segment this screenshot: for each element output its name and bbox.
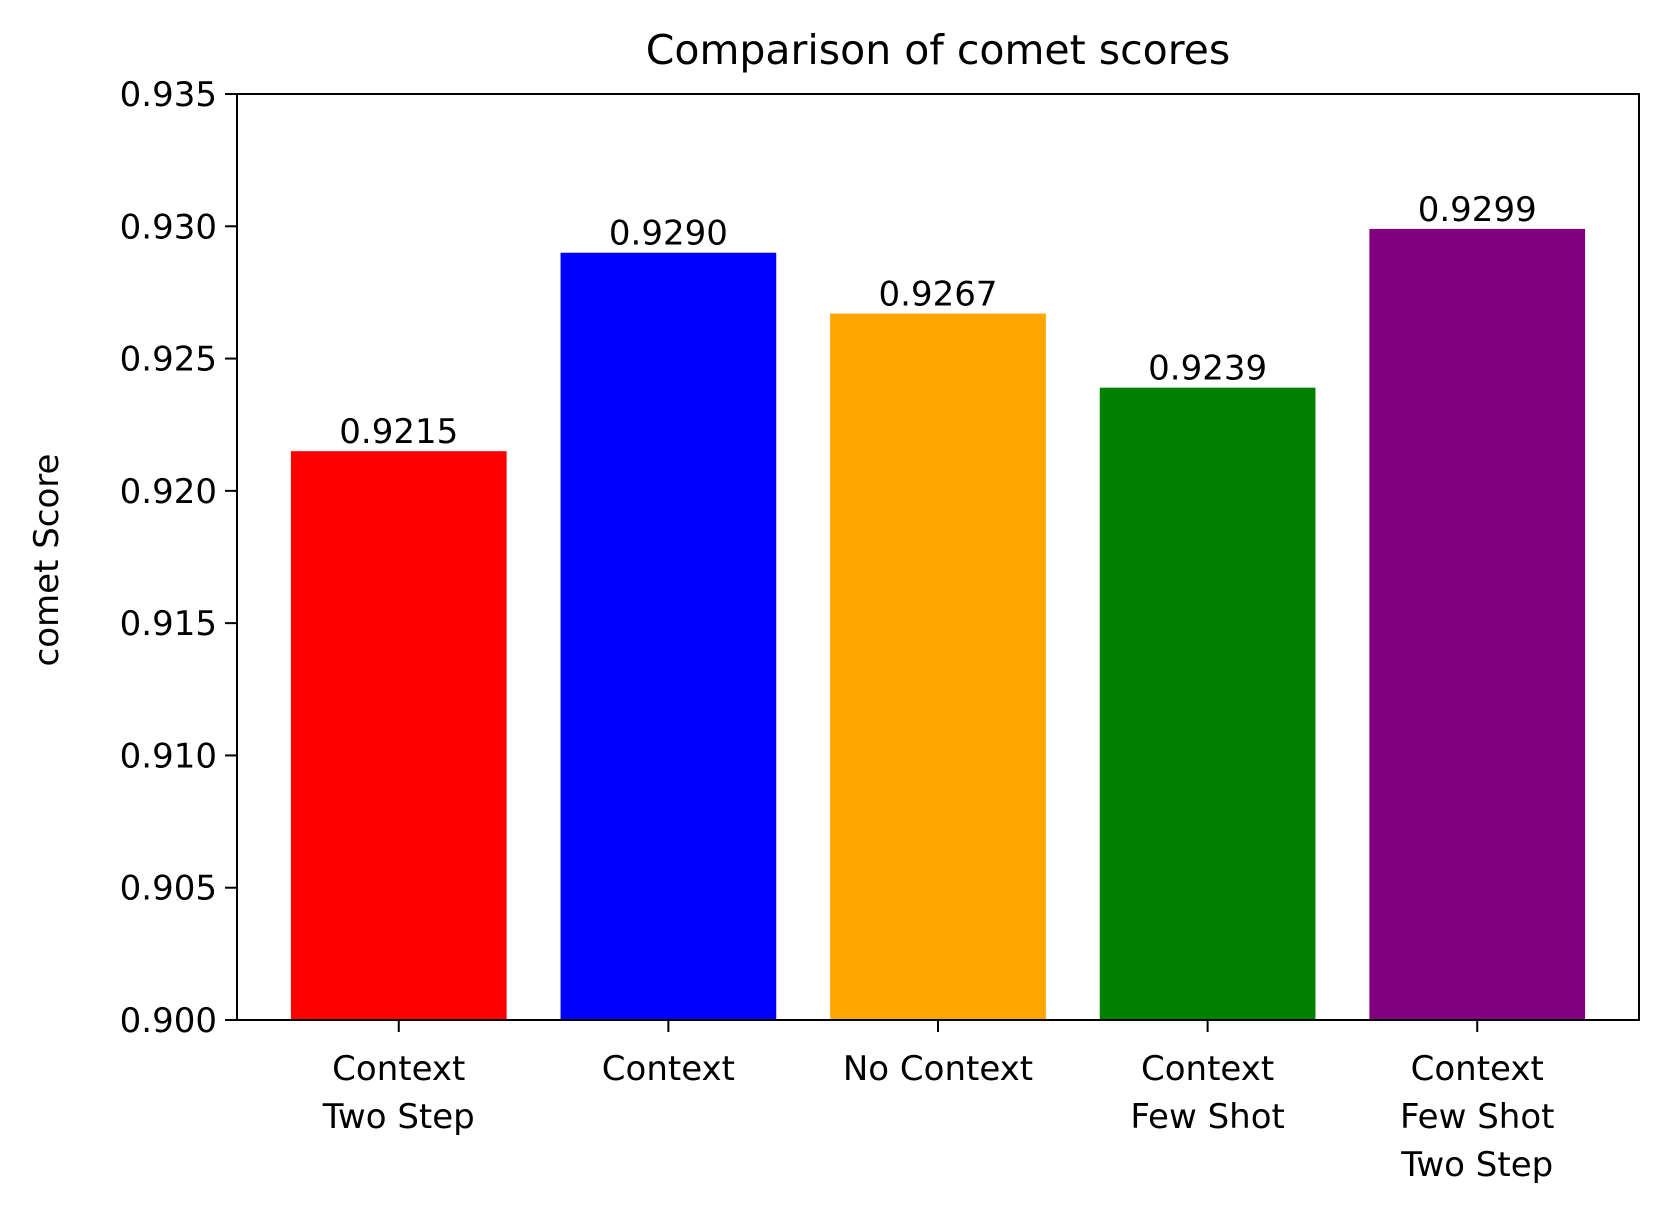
- x-tick-label: Two Step: [322, 1097, 475, 1137]
- x-tick-label: Few Shot: [1130, 1097, 1285, 1137]
- x-axis: Context Two Step Context No Context Context F…: [322, 1020, 1555, 1185]
- bar-value-label: 0.9215: [339, 412, 458, 452]
- y-tick-label: 0.915: [120, 604, 217, 644]
- bar: [1099, 387, 1316, 1020]
- x-tick-label: Context: [1411, 1049, 1544, 1089]
- x-tick-label: Context: [332, 1049, 465, 1089]
- bar: [1369, 228, 1586, 1021]
- y-axis: 0.900 0.905 0.910 0.915 0.920 0.925 0.930 0.935: [120, 75, 237, 1041]
- y-tick-label: 0.900: [120, 1001, 217, 1041]
- y-tick-label: 0.905: [120, 869, 217, 909]
- bar-value-label: 0.9239: [1148, 349, 1267, 389]
- bar: [290, 451, 507, 1021]
- bar-value-label: 0.9299: [1418, 190, 1537, 230]
- y-tick-label: 0.930: [120, 207, 217, 247]
- x-tick-label: Two Step: [1400, 1145, 1553, 1185]
- bar-value-label: 0.9267: [879, 275, 998, 315]
- y-tick-label: 0.910: [120, 736, 217, 776]
- plot-frame: [236, 93, 1640, 1021]
- bar: [560, 252, 777, 1020]
- x-tick-label: Context: [602, 1049, 735, 1089]
- chart-title: Comparison of comet scores: [646, 26, 1231, 74]
- bar-value-label: 0.9290: [609, 214, 728, 254]
- y-tick-label: 0.935: [120, 75, 217, 115]
- y-tick-label: 0.925: [120, 340, 217, 380]
- x-tick-label: No Context: [843, 1049, 1033, 1089]
- y-tick-label: 0.920: [120, 472, 217, 512]
- y-axis-label: comet Score: [27, 454, 67, 667]
- bars-group: 0.9215 0.9290 0.9267 0.9239 0.9299: [290, 190, 1586, 1021]
- x-tick-label: Few Shot: [1400, 1097, 1555, 1137]
- bar: [830, 313, 1046, 1020]
- x-tick-label: Context: [1141, 1049, 1274, 1089]
